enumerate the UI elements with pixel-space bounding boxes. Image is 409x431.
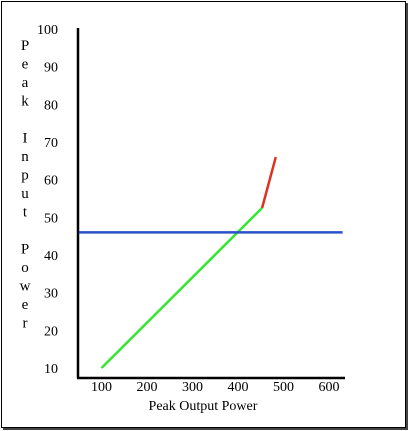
y-axis-label-char: P <box>21 38 29 54</box>
series-line-1 <box>100 207 263 369</box>
y-axis-label-char: k <box>21 94 29 110</box>
x-tick-label: 400 <box>228 380 249 395</box>
y-tick-label: 20 <box>44 324 58 339</box>
series-lines <box>78 156 343 369</box>
x-tick-labels: 100 200 300 400 500 600 <box>91 380 340 395</box>
y-axis-label-char: t <box>23 205 28 221</box>
series-line-2 <box>260 156 278 209</box>
x-axis-label: Peak Output Power <box>149 399 258 414</box>
y-axis-label-char: p <box>21 168 29 184</box>
x-tick-label: 200 <box>137 380 158 395</box>
y-tick-label: 90 <box>44 61 58 76</box>
y-axis-label-char: n <box>21 149 29 165</box>
y-axis-label-char: e <box>22 57 29 73</box>
y-tick-label: 50 <box>44 211 58 226</box>
y-axis-label-char: w <box>20 279 31 295</box>
y-axis-label-char: u <box>21 186 29 202</box>
axes <box>76 28 345 380</box>
y-axis-label-char: e <box>22 297 29 313</box>
y-tick-labels: 10 20 30 40 50 60 70 80 90 100 <box>37 23 58 377</box>
y-axis-label-char: P <box>21 242 29 258</box>
y-tick-label: 100 <box>37 23 58 38</box>
y-tick-label: 70 <box>44 136 58 151</box>
y-tick-label: 30 <box>44 287 58 302</box>
y-axis-label-char: o <box>21 260 29 276</box>
x-tick-label: 500 <box>273 380 294 395</box>
y-tick-label: 60 <box>44 174 58 189</box>
y-tick-label: 80 <box>44 98 58 113</box>
y-tick-label: 40 <box>44 249 58 264</box>
y-tick-label: 10 <box>44 362 58 377</box>
x-tick-label: 300 <box>182 380 203 395</box>
x-tick-label: 600 <box>319 380 340 395</box>
y-axis-label-char: I <box>23 131 28 147</box>
x-tick-label: 100 <box>91 380 112 395</box>
y-axis-label-char: a <box>22 75 29 91</box>
y-axis-label-char: r <box>23 316 28 332</box>
